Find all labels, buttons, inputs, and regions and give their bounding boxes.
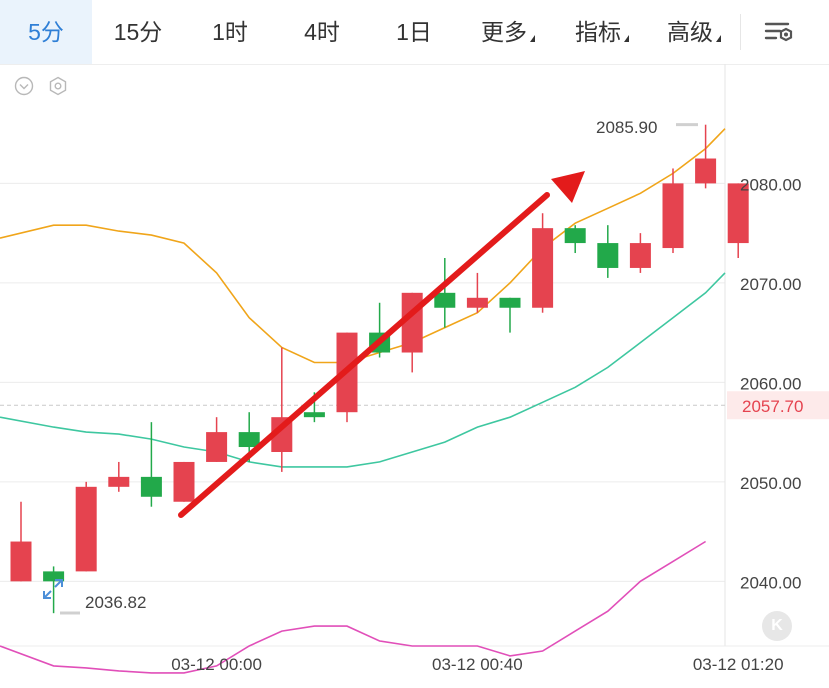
time-axis: 03-12 00:00 03-12 00:40 03-12 01:20 xyxy=(171,655,783,674)
candle-body xyxy=(238,432,260,448)
candle-body xyxy=(206,432,228,462)
candle-body xyxy=(564,228,586,244)
trend-arrow-head xyxy=(551,171,585,203)
candles xyxy=(10,124,749,614)
current-price-box xyxy=(727,391,829,420)
dropdown-caret-icon xyxy=(716,35,721,42)
expand-icon[interactable] xyxy=(40,576,66,602)
candle-body xyxy=(466,297,488,308)
price-tick-label: 2050.00 xyxy=(740,474,801,493)
tab-label: 15分 xyxy=(113,19,163,45)
lower-band-line xyxy=(0,540,707,674)
candle-body xyxy=(10,541,32,582)
tab-label: 指标 xyxy=(575,19,621,45)
hexagon-settings-icon[interactable] xyxy=(48,76,68,96)
tab-4hour[interactable]: 4时 xyxy=(276,0,368,64)
candle-body xyxy=(434,292,456,308)
tab-1hour[interactable]: 1时 xyxy=(184,0,276,64)
price-axis: 2080.00 2070.00 2060.00 2050.00 2040.00 2057.… xyxy=(727,175,829,592)
time-tick-label: 03-12 01:20 xyxy=(693,655,784,674)
candle-body xyxy=(75,486,97,572)
dropdown-caret-icon xyxy=(624,35,629,42)
candle-body xyxy=(629,243,651,268)
tab-label: 高级 xyxy=(667,19,713,45)
time-tick-label: 03-12 00:40 xyxy=(432,655,523,674)
candle-body xyxy=(173,461,195,502)
candle-body xyxy=(303,412,325,418)
tab-label: 5分 xyxy=(28,19,64,45)
high-price-label: 2085.90 xyxy=(596,118,658,137)
candle-body xyxy=(597,243,619,268)
tab-label: 1时 xyxy=(212,19,248,45)
upper-band-line xyxy=(0,272,726,468)
tab-label: 4时 xyxy=(304,19,340,45)
chart-overlay xyxy=(60,123,698,615)
candle-body xyxy=(662,183,684,249)
tab-15min[interactable]: 15分 xyxy=(92,0,184,64)
period-toolbar: 5分 15分 1时 4时 1日 更多 指标 高级 xyxy=(0,0,829,65)
indicator-lines xyxy=(0,128,726,674)
tab-5min[interactable]: 5分 xyxy=(0,0,92,64)
tab-1day[interactable]: 1日 xyxy=(368,0,460,64)
chart-grid xyxy=(0,64,829,647)
tab-indicators-dropdown[interactable]: 指标 xyxy=(556,0,648,64)
time-tick-label: 03-12 00:00 xyxy=(171,655,262,674)
candle-body xyxy=(43,571,65,582)
price-tick-label: 2040.00 xyxy=(740,573,801,592)
candle-body xyxy=(499,297,521,308)
candle-body xyxy=(727,183,749,244)
candle-body xyxy=(108,476,130,487)
tab-label: 1日 xyxy=(396,19,432,45)
dropdown-caret-icon xyxy=(530,35,535,42)
price-tick-label: 2070.00 xyxy=(740,275,801,294)
price-tick-label: 2060.00 xyxy=(740,374,801,393)
chevron-down-circle-icon[interactable] xyxy=(14,76,34,96)
tab-more-dropdown[interactable]: 更多 xyxy=(462,0,554,64)
chart-top-icons xyxy=(14,76,78,96)
low-price-label: 2036.82 xyxy=(85,593,147,612)
chart-settings-icon[interactable] xyxy=(762,16,796,48)
tab-label: 更多 xyxy=(481,19,527,45)
tab-advanced-dropdown[interactable]: 高级 xyxy=(648,0,740,64)
candle-body xyxy=(695,158,717,184)
price-tick-label: 2080.00 xyxy=(740,175,801,194)
current-price-label: 2057.70 xyxy=(742,397,803,416)
trend-arrow-line xyxy=(178,192,550,518)
toolbar-divider xyxy=(740,14,741,50)
candlestick-chart: 2080.00 2070.00 2060.00 2050.00 2040.00 2057.… xyxy=(0,64,829,674)
candle-body xyxy=(532,228,554,308)
candle-body xyxy=(140,476,162,497)
k-line-toggle-button[interactable]: K xyxy=(762,611,792,641)
